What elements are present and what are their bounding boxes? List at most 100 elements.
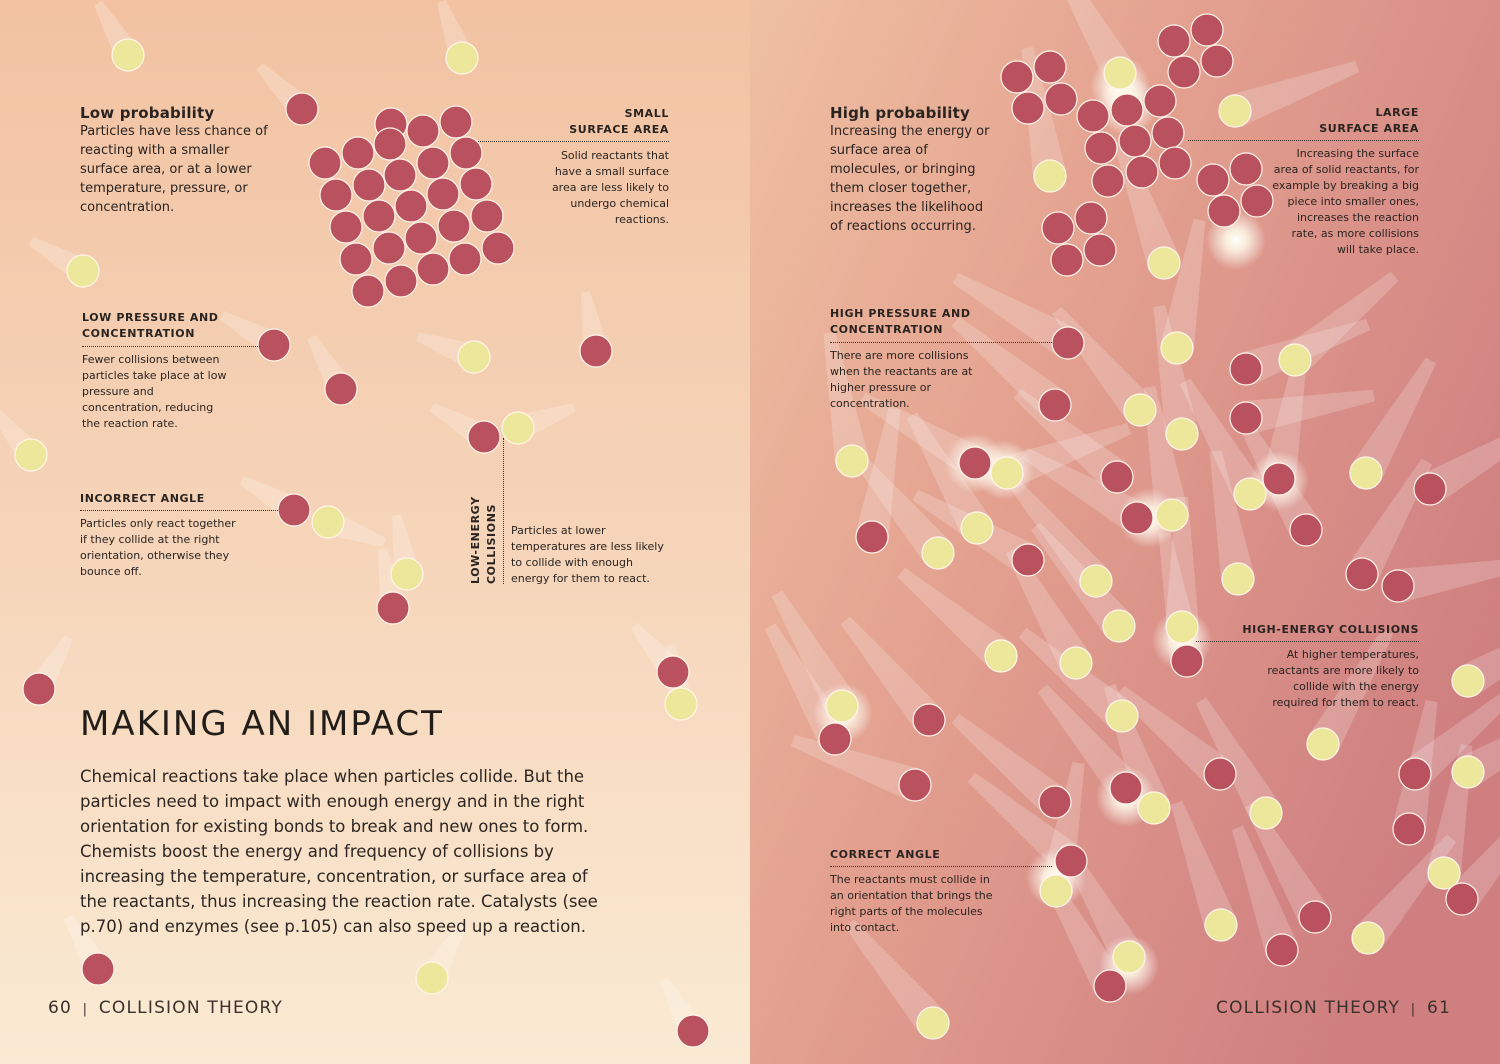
cluster-particle	[319, 178, 353, 212]
yellow-particle	[311, 505, 345, 539]
red-particle	[912, 703, 946, 737]
motion-trail	[1244, 801, 1330, 926]
motion-trail	[1179, 378, 1265, 503]
small-surface-text: Solid reactants that have a small surfac…	[551, 149, 669, 226]
high-pressure-label-line2: CONCENTRATION	[830, 323, 944, 336]
cluster-particle	[449, 136, 483, 170]
yellow-particle	[445, 41, 479, 75]
high-energy-text: At higher temperatures, reactants are mo…	[1267, 648, 1419, 709]
cluster-particle	[1190, 13, 1224, 47]
yellow-particle	[1033, 159, 1067, 193]
red-particle	[898, 768, 932, 802]
motion-trail	[855, 407, 901, 540]
red-particle	[855, 520, 889, 554]
high-probability-block: High probability Increasing the energy o…	[830, 104, 995, 236]
red-particle	[1038, 388, 1072, 422]
cluster-particle	[1240, 184, 1274, 218]
yellow-particle	[1233, 477, 1267, 511]
low-pressure-leader	[82, 346, 260, 347]
yellow-particle	[1349, 456, 1383, 490]
cluster-particle	[448, 242, 482, 276]
yellow-particle	[921, 536, 955, 570]
red-particle	[676, 1014, 710, 1048]
motion-trail	[790, 734, 921, 801]
cluster-particle	[329, 210, 363, 244]
correct-angle-leader	[830, 866, 1052, 867]
cluster-particle	[404, 221, 438, 255]
cluster-particle	[1011, 91, 1045, 125]
red-particle	[579, 334, 613, 368]
yellow-particle	[390, 557, 424, 591]
red-particle	[1120, 501, 1154, 535]
motion-trail	[1005, 547, 1091, 672]
motion-trail	[823, 331, 869, 464]
motion-trail	[1262, 349, 1308, 482]
large-surface-label-line1: LARGE	[1375, 106, 1419, 119]
correct-angle-label: CORRECT ANGLE	[830, 848, 941, 861]
yellow-particle	[916, 1006, 950, 1040]
red-particle	[1011, 543, 1045, 577]
right-folio-sep: |	[1410, 1002, 1417, 1017]
yellow-particle	[1155, 498, 1189, 532]
yellow-particle	[415, 961, 449, 995]
right-folio-title: COLLISION THEORY	[1216, 998, 1401, 1018]
yellow-particle	[984, 639, 1018, 673]
motion-trail	[1243, 389, 1376, 435]
motion-trail	[1347, 458, 1433, 583]
cluster-particle	[394, 189, 428, 223]
yellow-particle	[1165, 417, 1199, 451]
large-surface-leader	[1188, 140, 1419, 141]
cluster-particle	[1083, 233, 1117, 267]
yellow-particle	[1137, 791, 1171, 825]
motion-trail	[771, 590, 857, 715]
cluster-particle	[1196, 163, 1230, 197]
red-particle	[1392, 812, 1426, 846]
cluster-particle	[1041, 211, 1075, 245]
small-surface-label: SMALL SURFACE AREA	[540, 106, 669, 138]
cluster-particle	[1076, 99, 1110, 133]
yellow-particle	[1221, 562, 1255, 596]
red-particle	[1109, 771, 1143, 805]
yellow-particle	[1165, 610, 1199, 644]
red-particle	[324, 372, 358, 406]
low-pressure-label-line2: CONCENTRATION	[82, 327, 196, 340]
small-surface-label-line2: SURFACE AREA	[569, 123, 669, 136]
red-particle	[818, 722, 852, 756]
left-folio-sep: |	[82, 1002, 89, 1017]
low-pressure-label: LOW PRESSURE AND CONCENTRATION	[82, 310, 242, 342]
cluster-particle	[1143, 84, 1177, 118]
cluster-particle	[459, 167, 493, 201]
incorrect-angle-label: INCORRECT ANGLE	[80, 492, 205, 505]
yellow-particle	[1204, 908, 1238, 942]
red-particle	[1345, 557, 1379, 591]
low-probability-block: Low probability Particles have less chan…	[80, 104, 270, 217]
cluster-particle	[383, 158, 417, 192]
yellow-particle	[1160, 331, 1194, 365]
right-folio: COLLISION THEORY | 61	[1216, 998, 1451, 1018]
high-probability-text: Increasing the energy or surface area of…	[830, 124, 990, 234]
cluster-particle	[437, 209, 471, 243]
yellow-particle	[1427, 856, 1461, 890]
yellow-particle	[1103, 56, 1137, 90]
motion-trail	[1007, 477, 1110, 592]
yellow-particle	[1123, 393, 1157, 427]
small-surface-leader	[478, 141, 669, 142]
red-particle	[958, 446, 992, 480]
red-particle	[1381, 569, 1415, 603]
red-particle	[1229, 352, 1263, 386]
red-particle	[1413, 472, 1447, 506]
cluster-particle	[416, 146, 450, 180]
intro-paragraph: Chemical reactions take place when parti…	[80, 767, 598, 936]
red-particle	[1289, 513, 1323, 547]
yellow-particle	[825, 689, 859, 723]
cluster-particle	[1158, 146, 1192, 180]
cluster-particle	[416, 252, 450, 286]
red-particle	[1170, 644, 1204, 678]
high-probability-title: High probability	[830, 104, 970, 122]
cluster-particle	[1000, 60, 1034, 94]
cluster-particle	[1050, 243, 1084, 277]
cluster-particle	[351, 274, 385, 308]
red-particle	[1203, 757, 1237, 791]
motion-trail	[1021, 447, 1146, 533]
yellow-particle	[1059, 646, 1093, 680]
